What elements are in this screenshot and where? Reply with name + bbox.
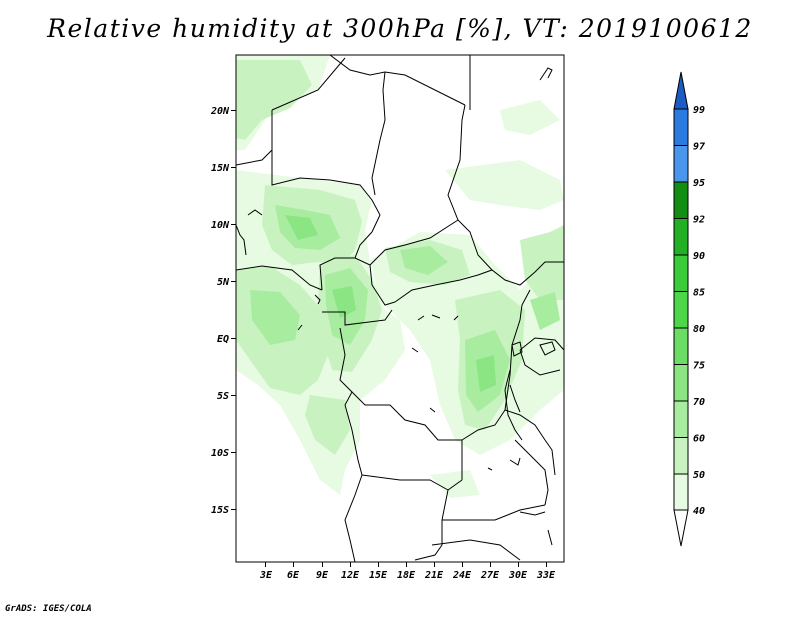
map-frame (235, 54, 565, 563)
colorbar-cell-70 (673, 364, 689, 402)
colorbar-label: 80 (693, 324, 705, 335)
colorbar-label: 85 (693, 288, 705, 299)
colorbar-label: 60 (693, 434, 705, 445)
colorbar-label: 95 (693, 178, 705, 189)
lat-label: 15N (211, 163, 230, 174)
colorbar-cell-50 (673, 437, 689, 475)
colorbar-label: 70 (693, 397, 705, 408)
lat-label: 10N (211, 220, 230, 231)
lon-label: 9E (316, 570, 329, 581)
lat-label: 10S (211, 448, 229, 459)
lon-label: 27E (480, 570, 500, 581)
colorbar-cell-99 (673, 71, 689, 110)
lat-label: 5S (217, 391, 229, 402)
colorbar-label: 92 (693, 215, 705, 226)
colorbar-label: 90 (693, 251, 705, 262)
colorbar-cell-97 (673, 108, 689, 146)
colorbar: 99 97 95 92 90 85 80 75 70 60 50 40 (673, 71, 705, 547)
colorbar-cell-95 (673, 145, 689, 183)
lat-ticks (231, 110, 236, 510)
lon-label: 33E (536, 570, 556, 581)
colorbar-label: 75 (693, 361, 705, 372)
map-title: Relative humidity at 300hPa [%], VT: 201… (47, 14, 753, 43)
colorbar-label: 99 (693, 105, 705, 116)
lat-label: 5N (217, 277, 230, 288)
credit-text: GrADS: IGES/COLA (5, 604, 92, 614)
colorbar-cell-92 (673, 181, 689, 219)
colorbar-label: 50 (693, 470, 705, 481)
lon-label: 12E (341, 570, 360, 581)
lon-label: 6E (287, 570, 300, 581)
humidity-shading (236, 55, 564, 498)
lat-label: EQ (217, 334, 229, 345)
lon-label: 3E (259, 570, 273, 581)
lon-label: 18E (397, 570, 416, 581)
colorbar-label: 97 (693, 142, 705, 153)
lat-label: 15S (211, 505, 229, 516)
lon-label: 30E (508, 570, 528, 581)
colorbar-label: 40 (693, 506, 705, 517)
lat-labels: 20N 15N 10N 5N EQ 5S 10S 15S (210, 106, 230, 516)
colorbar-cell-60 (673, 400, 689, 438)
lat-label: 20N (210, 106, 230, 117)
lon-label: 24E (452, 570, 472, 581)
lon-ticks (265, 562, 547, 567)
lon-labels: 3E 6E 9E 12E 15E 18E 21E 24E 27E 30E 33E (259, 570, 556, 581)
colorbar-cell-90 (673, 218, 689, 256)
colorbar-cell-80 (673, 291, 689, 329)
lon-label: 15E (369, 570, 388, 581)
colorbar-cell-85 (673, 254, 689, 292)
country-borders (236, 55, 564, 562)
lon-label: 21E (424, 570, 444, 581)
colorbar-cell-75 (673, 327, 689, 365)
colorbar-bottom-cap (673, 509, 689, 547)
colorbar-cell-40 (673, 473, 689, 511)
